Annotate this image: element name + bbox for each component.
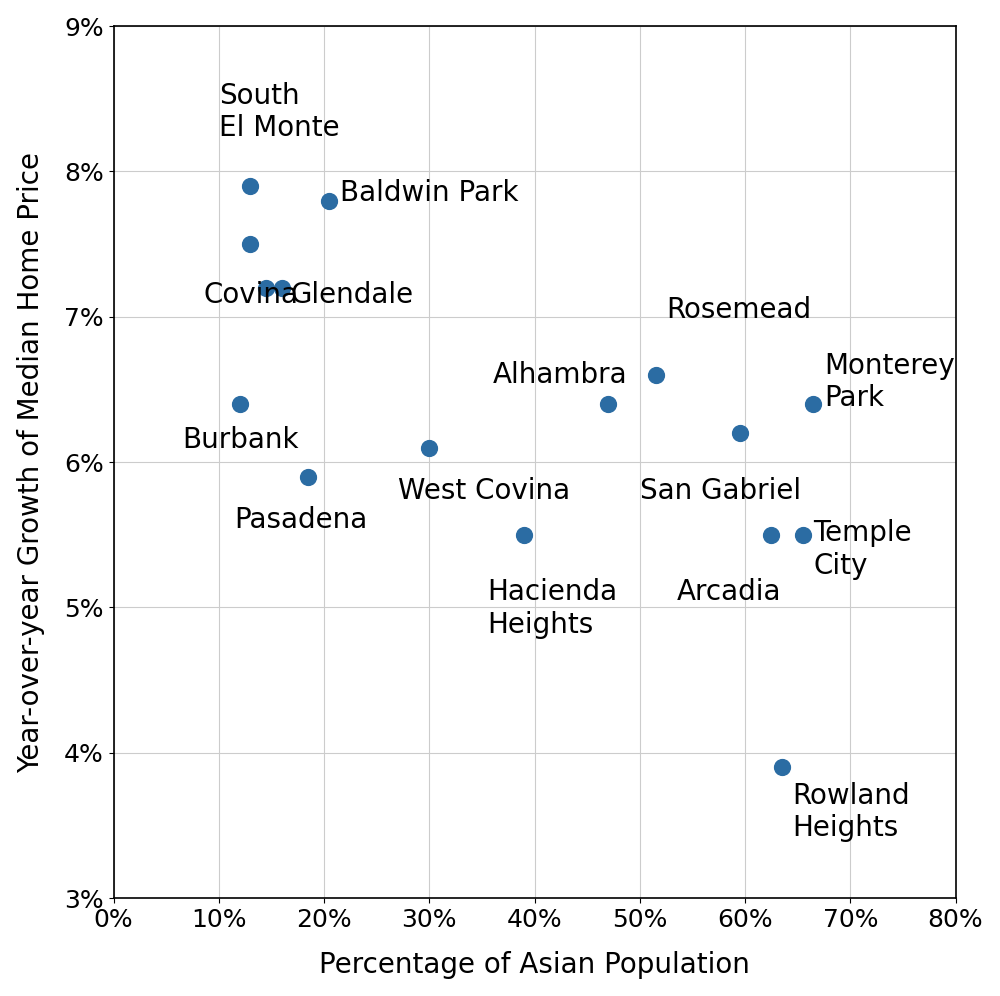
Point (242, 236, 258, 252)
Text: Covina: Covina (203, 281, 298, 309)
Point (258, 280, 274, 296)
Text: West Covina: West Covina (398, 477, 570, 505)
Text: San Gabriel: San Gabriel (640, 477, 801, 505)
Point (732, 425, 748, 441)
Point (648, 367, 664, 382)
Text: Rosemead: Rosemead (666, 296, 811, 324)
Point (232, 396, 248, 412)
Text: Temple
City: Temple City (813, 519, 912, 580)
Y-axis label: Year-over-year Growth of Median Home Price: Year-over-year Growth of Median Home Pri… (17, 151, 45, 773)
Text: Arcadia: Arcadia (677, 579, 781, 607)
Point (795, 527, 811, 543)
Point (300, 469, 316, 485)
Point (805, 396, 821, 412)
Text: Pasadena: Pasadena (235, 506, 368, 534)
Text: Hacienda
Heights: Hacienda Heights (487, 579, 617, 638)
Text: Monterey
Park: Monterey Park (824, 352, 955, 412)
Point (274, 280, 290, 296)
Point (242, 178, 258, 194)
Point (763, 527, 779, 543)
Point (321, 192, 337, 208)
X-axis label: Percentage of Asian Population: Percentage of Asian Population (319, 951, 750, 979)
Text: South
El Monte: South El Monte (219, 82, 339, 142)
Text: Burbank: Burbank (182, 426, 298, 454)
Point (600, 396, 616, 412)
Text: Rowland
Heights: Rowland Heights (792, 782, 910, 843)
Point (421, 439, 437, 455)
Text: Baldwin Park: Baldwin Park (340, 179, 518, 207)
Text: Alhambra: Alhambra (492, 361, 627, 389)
Point (774, 759, 790, 775)
Text: Glendale: Glendale (290, 281, 414, 309)
Point (516, 527, 532, 543)
